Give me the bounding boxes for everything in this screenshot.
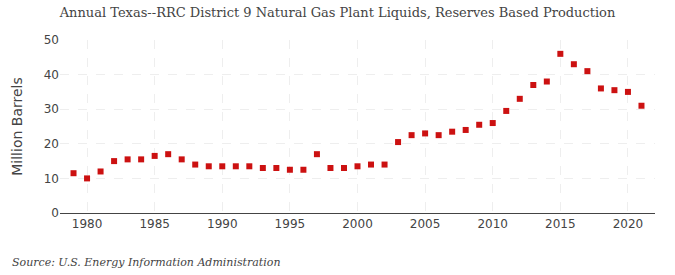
svg-text:1990: 1990 <box>207 217 238 231</box>
svg-text:Annual Texas--RRC District 9 N: Annual Texas--RRC District 9 Natural Gas… <box>59 5 616 20</box>
svg-text:2015: 2015 <box>545 217 576 231</box>
svg-text:30: 30 <box>44 102 59 116</box>
svg-text:2020: 2020 <box>613 217 644 231</box>
svg-text:40: 40 <box>44 68 59 82</box>
svg-text:20: 20 <box>44 137 59 151</box>
svg-text:Million Barrels: Million Barrels <box>9 77 25 175</box>
svg-text:2010: 2010 <box>477 217 508 231</box>
svg-text:1980: 1980 <box>72 217 103 231</box>
svg-text:2005: 2005 <box>410 217 441 231</box>
svg-text:2000: 2000 <box>342 217 373 231</box>
svg-text:10: 10 <box>44 172 59 186</box>
svg-text:50: 50 <box>44 33 59 47</box>
svg-text:1995: 1995 <box>275 217 306 231</box>
svg-text:Source: U.S. Energy Informatio: Source: U.S. Energy Information Administ… <box>12 256 280 269</box>
svg-text:1985: 1985 <box>139 217 170 231</box>
svg-text:0: 0 <box>51 206 59 220</box>
